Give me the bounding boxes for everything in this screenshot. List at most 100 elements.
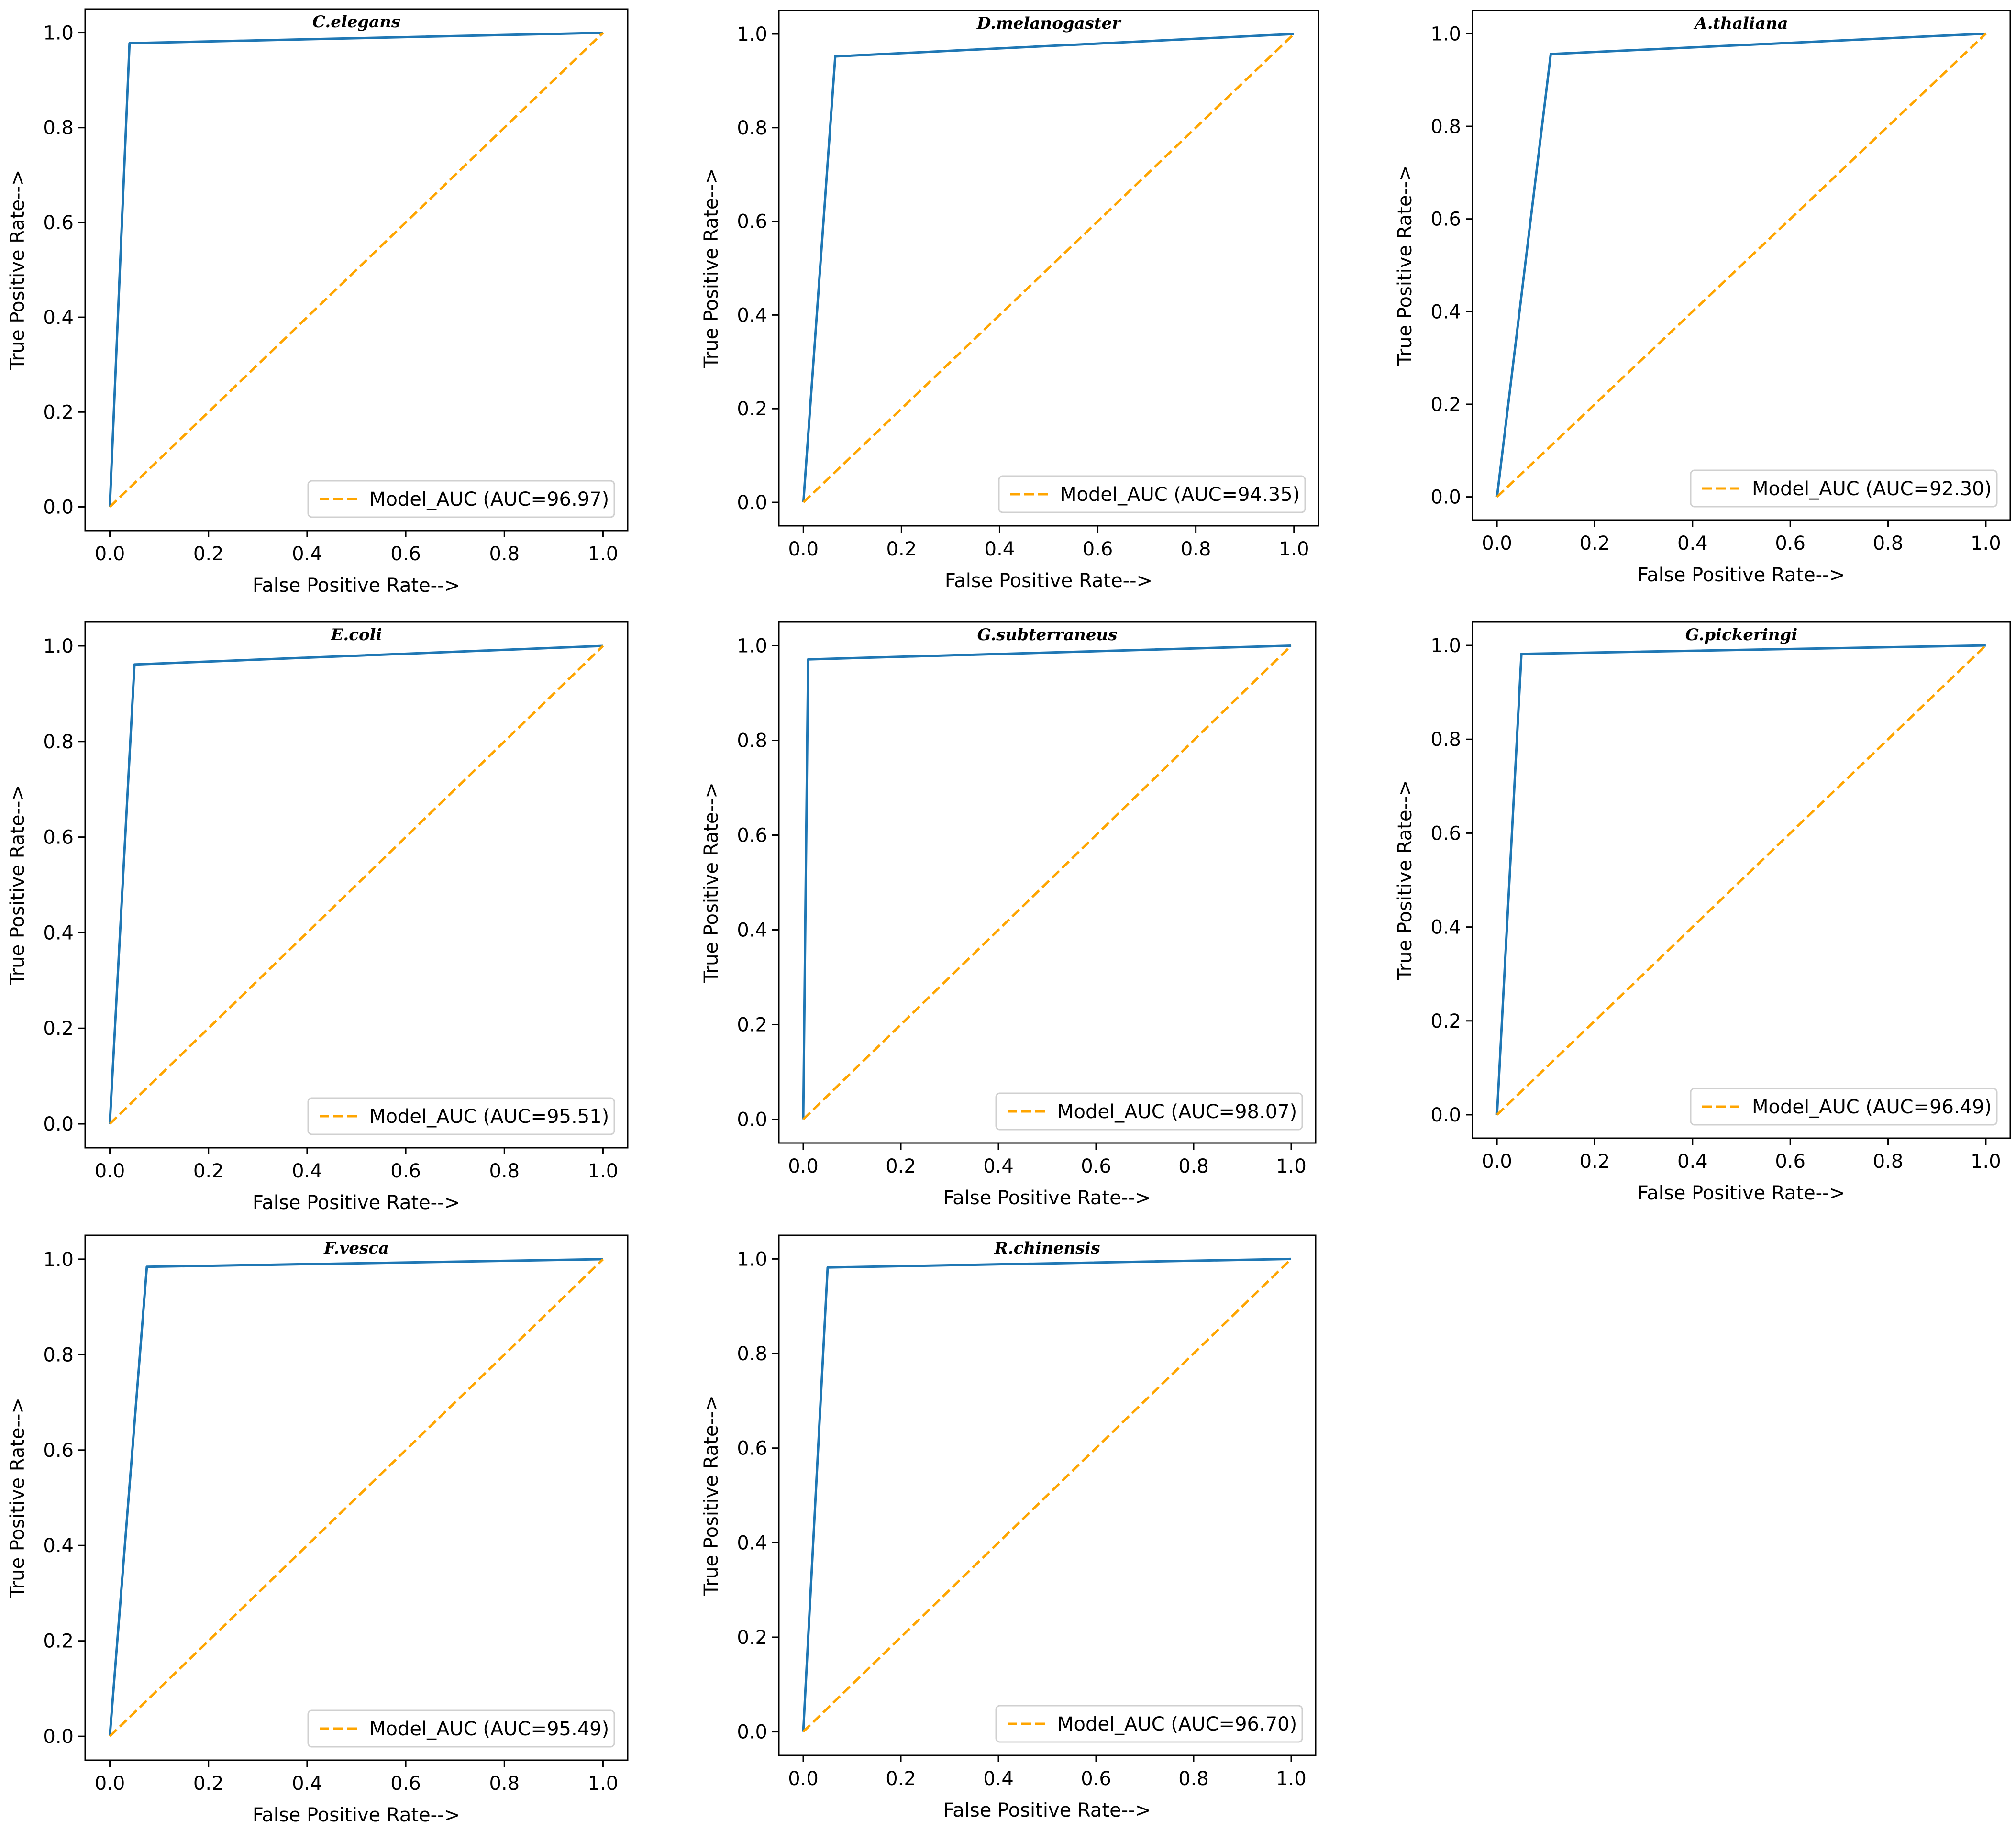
baseline-series-line <box>109 32 604 508</box>
y-tick-label: 0.6 <box>737 211 767 233</box>
x-tick-label: 0.0 <box>1482 533 1512 555</box>
legend-label: Model_AUC (AUC=96.70) <box>1057 1713 1297 1735</box>
roc-series-line <box>109 32 603 507</box>
y-tick-label: 1.0 <box>43 635 74 657</box>
x-tick-label: 1.0 <box>1279 538 1309 560</box>
y-tick-label: 0.4 <box>1430 917 1461 939</box>
x-tick-label: 0.6 <box>1775 533 1806 555</box>
legend-box <box>307 1709 615 1748</box>
x-tick-label: 0.0 <box>788 538 819 560</box>
y-tick-label: 0.6 <box>1430 209 1461 231</box>
baseline-series-line <box>109 1258 604 1737</box>
y-tick-label: 0.4 <box>737 304 767 326</box>
axes-frame <box>84 621 629 1149</box>
y-axis-label: True Positive Rate--> <box>1394 165 1416 366</box>
baseline-series-line <box>802 644 1292 1121</box>
x-tick-label: 0.2 <box>1580 1151 1610 1173</box>
x-tick-label: 0.4 <box>1677 1151 1708 1173</box>
baseline-series-line <box>802 33 1295 503</box>
y-tick-label: 0.0 <box>737 492 767 514</box>
x-tick-label: 1.0 <box>1971 533 2001 555</box>
x-tick-label: 0.0 <box>788 1768 819 1790</box>
roc-series-line <box>1495 644 1986 1115</box>
y-tick-label: 0.2 <box>43 1018 74 1040</box>
y-tick-label: 0.6 <box>737 825 767 847</box>
y-tick-label: 0.0 <box>1430 487 1461 509</box>
x-tick-label: 0.0 <box>95 543 125 565</box>
x-tick-label: 0.0 <box>1482 1151 1512 1173</box>
x-tick-label: 1.0 <box>588 1160 619 1182</box>
x-tick-label: 1.0 <box>1971 1151 2001 1173</box>
x-tick-label: 0.0 <box>788 1155 819 1177</box>
x-tick-label: 0.8 <box>489 1160 520 1182</box>
roc-series-line <box>1495 32 1986 497</box>
chart-panel-8: 0.0 0.2 0.4 0.6 0.8 1.0 0.0 0.2 0.4 0.6 0.8 1.0 Fals… <box>700 1234 1317 1821</box>
chart-title: A.thaliana <box>1693 14 1788 33</box>
axes-frame <box>778 10 1319 527</box>
y-tick-label: 0.8 <box>737 730 767 752</box>
y-tick-label: 0.8 <box>43 731 74 753</box>
y-tick-label: 1.0 <box>43 1249 74 1271</box>
legend-label: Model_AUC (AUC=96.97) <box>369 488 609 510</box>
legend-label: Model_AUC (AUC=94.35) <box>1060 484 1300 506</box>
y-tick-label: 0.0 <box>43 496 74 518</box>
y-tick-label: 1.0 <box>737 1248 767 1270</box>
y-axis-label: True Positive Rate--> <box>700 168 722 369</box>
chart-title: R.chinensis <box>994 1239 1100 1258</box>
legend-box <box>995 1092 1303 1131</box>
y-tick-label: 0.8 <box>43 1344 74 1366</box>
y-tick-label: 0.8 <box>737 1343 767 1365</box>
y-tick-label: 0.6 <box>1430 822 1461 844</box>
roc-series-line <box>109 644 603 1124</box>
chart-panel-1: 0.0 0.2 0.4 0.6 0.8 1.0 0.0 0.2 0.4 0.6 0.8 1.0 Fals… <box>7 8 629 597</box>
x-tick-label: 1.0 <box>1276 1155 1307 1177</box>
x-tick-label: 0.8 <box>1178 1768 1209 1790</box>
x-tick-label: 0.8 <box>489 543 520 565</box>
x-tick-label: 0.6 <box>1775 1151 1806 1173</box>
baseline-series-line <box>109 645 604 1125</box>
x-tick-label: 0.6 <box>390 1773 421 1795</box>
x-axis-label: False Positive Rate--> <box>253 1804 460 1826</box>
y-tick-label: 0.0 <box>1430 1104 1461 1126</box>
y-tick-label: 1.0 <box>1430 23 1461 45</box>
x-tick-label: 0.4 <box>983 1768 1014 1790</box>
y-tick-label: 0.2 <box>1430 1010 1461 1032</box>
y-tick-label: 0.2 <box>43 1631 74 1653</box>
y-tick-label: 0.4 <box>43 307 74 329</box>
x-tick-label: 0.0 <box>95 1160 125 1182</box>
legend-label: Model_AUC (AUC=95.51) <box>369 1106 609 1128</box>
x-tick-label: 0.4 <box>292 1773 322 1795</box>
axes-frame <box>84 8 629 532</box>
x-axis-label: False Positive Rate--> <box>943 1799 1151 1821</box>
x-axis-label: False Positive Rate--> <box>253 1192 460 1214</box>
x-tick-label: 0.4 <box>983 1155 1014 1177</box>
baseline-series-line <box>802 1258 1292 1733</box>
legend-box <box>307 1097 615 1135</box>
legend-box <box>1690 1088 1998 1126</box>
x-tick-label: 0.0 <box>95 1773 125 1795</box>
y-tick-label: 0.0 <box>737 1721 767 1743</box>
x-axis-label: False Positive Rate--> <box>1638 564 1845 586</box>
x-tick-label: 0.6 <box>390 543 421 565</box>
axes-frame <box>1472 621 2011 1139</box>
y-tick-label: 0.8 <box>43 117 74 139</box>
x-tick-label: 0.2 <box>1580 533 1610 555</box>
x-tick-label: 0.8 <box>489 1773 520 1795</box>
x-tick-label: 0.2 <box>193 543 224 565</box>
x-tick-label: 0.2 <box>193 1773 224 1795</box>
x-tick-label: 1.0 <box>588 543 619 565</box>
roc-series-line <box>802 33 1294 503</box>
x-tick-label: 1.0 <box>588 1773 619 1795</box>
axes-frame <box>84 1234 629 1761</box>
y-axis-label: True Positive Rate--> <box>7 785 29 986</box>
y-axis-label: True Positive Rate--> <box>7 170 29 371</box>
y-tick-label: 0.2 <box>43 401 74 423</box>
y-tick-label: 0.2 <box>737 1014 767 1036</box>
y-tick-label: 0.2 <box>1430 394 1461 416</box>
x-tick-label: 0.2 <box>193 1160 224 1182</box>
y-tick-label: 0.6 <box>737 1438 767 1460</box>
y-tick-label: 1.0 <box>1430 635 1461 657</box>
chart-panel-2: 0.0 0.2 0.4 0.6 0.8 1.0 0.0 0.2 0.4 0.6 0.8 1.0 Fals… <box>700 10 1319 592</box>
roc-series-line <box>109 1258 603 1737</box>
